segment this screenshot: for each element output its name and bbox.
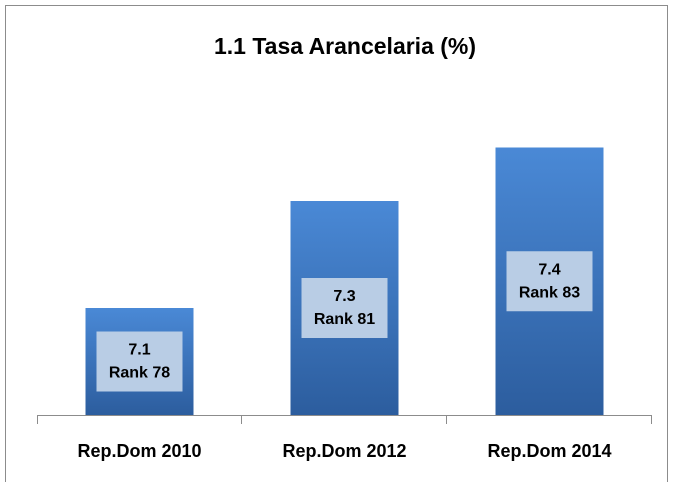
x-axis-ticks xyxy=(37,415,652,424)
rank-label: Rank 83 xyxy=(519,284,580,301)
x-tick-label: Rep.Dom 2014 xyxy=(487,441,611,461)
rank-label: Rank 78 xyxy=(109,365,170,382)
data-label: 7.1 xyxy=(128,342,150,359)
x-tick-label: Rep.Dom 2012 xyxy=(282,441,406,461)
chart-frame xyxy=(5,5,668,482)
data-label: 7.3 xyxy=(333,288,355,305)
data-label-box xyxy=(506,251,593,312)
chart-title: 1.1 Tasa Arancelaria (%) xyxy=(214,33,476,59)
x-tick-label: Rep.Dom 2010 xyxy=(77,441,201,461)
rank-label: Rank 81 xyxy=(314,311,375,328)
data-label-box xyxy=(301,278,388,338)
data-label-box xyxy=(96,331,183,392)
data-label: 7.4 xyxy=(538,261,560,278)
